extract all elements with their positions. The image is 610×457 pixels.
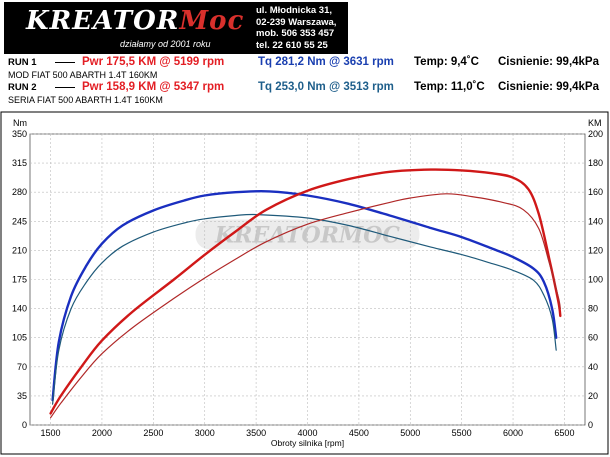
run-1-car: MOD FIAT 500 ABARTH 1.4T 160KM	[8, 70, 158, 80]
y-left-tick-label: 140	[12, 304, 27, 314]
x-tick-label: 2500	[143, 428, 163, 438]
y-left-tick-label: 280	[12, 187, 27, 197]
x-tick-label: 3000	[195, 428, 215, 438]
run-1-torque: Tq 281,2 Nm @ 3631 rpm	[258, 56, 394, 68]
x-tick-label: 6500	[554, 428, 574, 438]
run-1-pressure: Cisnienie: 99,4kPa	[498, 56, 599, 68]
y-left-tick-label: 175	[12, 275, 27, 285]
y-left-tick-label: 350	[12, 129, 27, 139]
x-tick-label: 4000	[297, 428, 317, 438]
phone-line: mob. 506 353 457	[256, 28, 335, 39]
tagline: działamy od 2001 roku	[120, 39, 211, 49]
y-right-tick-label: 0	[588, 420, 593, 430]
y-right-tick-label: 20	[588, 391, 598, 401]
x-tick-label: 6000	[503, 428, 523, 438]
power-curve-run-1	[49, 168, 562, 415]
power-curve-run-2	[50, 193, 561, 419]
y-left-tick-label: 210	[12, 245, 27, 255]
y-right-tick-label: 40	[588, 362, 598, 372]
y-left-tick-label: 245	[12, 216, 27, 226]
logo-text: KREATOR	[26, 6, 180, 36]
header: KREATORMoc działamy od 2001 roku ul. Mło…	[0, 0, 610, 56]
y-left-tick-label: 315	[12, 158, 27, 168]
y-right-tick-label: 140	[588, 216, 603, 226]
run-2-torque: Tq 253,0 Nm @ 3513 rpm	[258, 81, 394, 93]
x-tick-label: 5500	[452, 428, 472, 438]
y-right-tick-label: 100	[588, 275, 603, 285]
x-tick-label: 5000	[400, 428, 420, 438]
run-1-power: Pwr 175,5 KM @ 5199 rpm	[82, 56, 225, 68]
x-tick-label: 3500	[246, 428, 266, 438]
phone-line: tel. 22 610 55 25	[256, 39, 328, 51]
y-left-axis-label: Nm	[13, 118, 27, 128]
y-left-tick-label: 70	[17, 362, 27, 372]
logo: KREATORMoc	[26, 6, 244, 36]
run-2-label: RUN 2	[8, 82, 37, 93]
run-2-legend-dash	[55, 87, 75, 88]
y-right-tick-label: 180	[588, 158, 603, 168]
chart-frame	[0, 111, 609, 455]
y-right-tick-label: 80	[588, 304, 598, 314]
run-1-label: RUN 1	[8, 57, 37, 68]
run-2-power: Pwr 158,9 KM @ 5347 rpm	[82, 81, 225, 93]
y-right-tick-label: 60	[588, 333, 598, 343]
y-left-tick-label: 35	[17, 391, 27, 401]
torque-curve-run-1	[51, 189, 558, 402]
run-2-temperature: Temp: 11,0˚C	[414, 81, 485, 93]
x-tick-label: 2000	[92, 428, 112, 438]
x-tick-label: 4500	[349, 428, 369, 438]
x-axis-label: Obroty silnika [rpm]	[271, 438, 344, 448]
y-right-tick-label: 160	[588, 187, 603, 197]
x-tick-label: 1500	[41, 428, 61, 438]
run-1-legend-dash	[55, 62, 75, 63]
y-left-tick-label: 0	[22, 420, 27, 430]
logo-accent: Moc	[179, 6, 245, 36]
run-2-car: SERIA FIAT 500 ABARTH 1.4T 160KM	[8, 95, 163, 105]
run-1-temperature: Temp: 9,4˚C	[414, 56, 479, 68]
y-right-tick-label: 200	[588, 129, 603, 139]
address-line: 02-239 Warszawa,	[256, 16, 337, 28]
address-line: ul. Młodnicka 31,	[256, 5, 333, 16]
y-right-tick-label: 120	[588, 245, 603, 255]
y-left-tick-label: 105	[12, 333, 27, 343]
logo-banner: KREATORMoc działamy od 2001 roku ul. Mło…	[4, 2, 348, 54]
torque-curve-run-2	[52, 213, 557, 405]
address-block: ul. Młodnicka 31, 02-239 Warszawa, mob. …	[256, 5, 352, 51]
run-2-pressure: Cisnienie: 99,4kPa	[498, 81, 599, 93]
y-right-axis-label: KM	[588, 118, 602, 128]
